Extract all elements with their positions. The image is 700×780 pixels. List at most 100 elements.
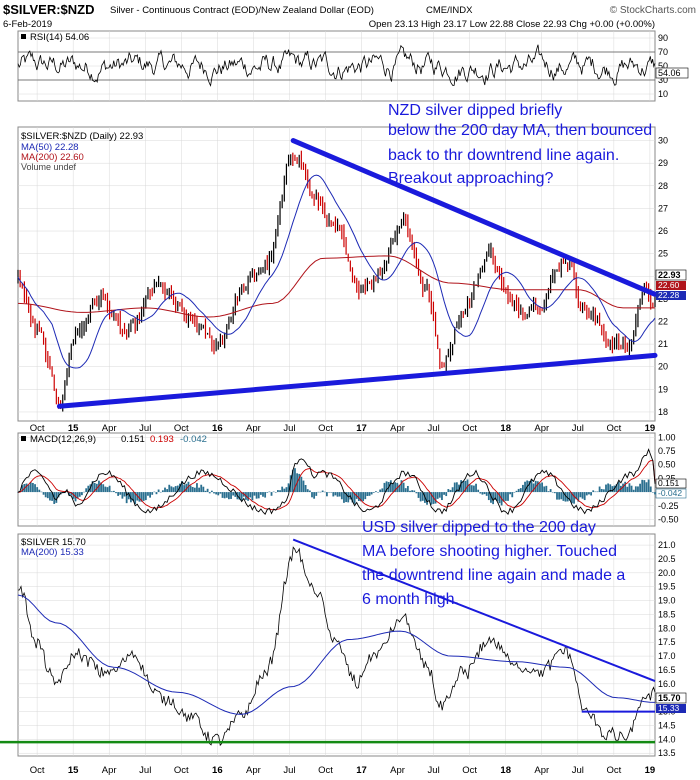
macd-histogram-bar (445, 492, 448, 497)
macd-histogram-bar (651, 492, 654, 493)
stockcharts-watermark: © StockCharts.com (610, 5, 696, 16)
macd-histogram-bar (547, 491, 550, 493)
usd-annotation: USD silver dipped to the 200 day MA befo… (362, 519, 625, 608)
nzd-annotation: NZD silver dipped briefly below the 200 … (388, 102, 652, 187)
macd-histogram-bar (605, 484, 607, 493)
macd-histogram-bar (93, 482, 96, 493)
macd-histogram-bar (470, 485, 473, 493)
macd-histogram-bar (473, 485, 475, 493)
macd-histogram-bar (447, 489, 450, 493)
y-tick-label: 16.0 (658, 679, 676, 689)
y-tick-label: 18.5 (658, 609, 676, 619)
macd-histogram-bar (415, 492, 418, 494)
macd-histogram-bar (517, 488, 520, 493)
macd-histogram-bar (217, 492, 220, 496)
nzd-legend-volume: Volume undef (21, 162, 77, 172)
macd-histogram-bar (460, 480, 463, 493)
macd-histogram-bar (458, 484, 460, 493)
macd-histogram-bar (76, 492, 79, 499)
rsi-value-label: 54.06 (658, 68, 681, 78)
x-tick-label: 17 (356, 765, 367, 776)
x-tick-label: Apr (246, 765, 261, 776)
x-tick-label: 15 (68, 765, 79, 776)
y-tick-label: 20.0 (658, 568, 676, 578)
x-tick-label: Oct (606, 423, 621, 434)
x-tick-label: 19 (645, 765, 656, 776)
macd-histogram-bar (134, 492, 137, 505)
macd-histogram-bar (196, 483, 198, 493)
macd-histogram-bar (164, 487, 166, 493)
macd-histogram-bar (483, 492, 486, 495)
macd-histogram-bar (357, 492, 360, 501)
x-tick-label: Oct (318, 423, 333, 434)
macd-histogram-bar (622, 483, 624, 493)
macd-histogram-bar (494, 492, 497, 500)
rsi-value-box (655, 67, 689, 79)
macd-histogram-bar (464, 480, 467, 493)
macd-histogram-bar (234, 492, 237, 497)
macd-histogram-bar (507, 492, 509, 501)
y-tick-label: 14.5 (658, 720, 676, 730)
x-tick-label: Jul (139, 765, 151, 776)
usd-x-axis: Oct 15 Apr Jul Oct 16 Apr Jul Oct 17 Apr Jul Oct 18 Ap… (30, 765, 655, 776)
macd-histogram-bar (300, 476, 303, 493)
usd-annotation-line-4: 6 month high. (362, 591, 459, 608)
macd-histogram-bar (206, 488, 209, 493)
x-tick-label: Oct (30, 423, 45, 434)
nzd-annotation-line-3: back to thr downtrend line again. (388, 147, 619, 164)
macd-histogram-bar (149, 492, 151, 498)
nzd-ma50-box (656, 291, 686, 300)
macd-histogram-bar (530, 479, 533, 493)
macd-histogram-bar (91, 481, 94, 493)
macd-histogram-bar (443, 492, 445, 495)
usd-ma200-box (656, 704, 686, 713)
macd-histogram-bar (253, 492, 256, 496)
nzd-uptrend-line (56, 352, 658, 409)
y-tick-label: 17.0 (658, 651, 676, 661)
usd-annotation-line-1: USD silver dipped to the 200 day (362, 519, 596, 536)
macd-histogram-bar (268, 491, 271, 493)
macd-histogram-bar (360, 492, 362, 502)
macd-histogram-bar (419, 492, 422, 502)
macd-value-box (655, 478, 687, 489)
macd-panel-frame (17, 432, 656, 527)
macd-histogram-bar (411, 490, 414, 493)
macd-histogram-bar (492, 492, 494, 505)
macd-histogram-bar (323, 491, 326, 493)
y-tick-label: 27 (658, 203, 668, 213)
macd-histogram-bar (170, 486, 173, 493)
macd-histogram-bar (313, 492, 316, 499)
macd-histogram-bar (400, 480, 403, 493)
macd-histogram-bar (628, 483, 631, 493)
macd-histogram-bar (528, 481, 531, 493)
macd-histogram-bar (513, 492, 516, 493)
x-tick-label: Oct (462, 765, 477, 776)
macd-histogram-bar (585, 492, 588, 496)
macd-histogram-bar (340, 492, 343, 500)
macd-histogram-bar (123, 492, 126, 497)
macd-histogram-bar (72, 492, 75, 499)
macd-histogram-bar (409, 490, 411, 493)
macd-histogram-bar (430, 492, 433, 505)
macd-histogram-bar (634, 486, 637, 493)
macd-histogram-bar (266, 492, 269, 493)
macd-histogram-bar (553, 492, 556, 494)
x-tick-label: Jul (139, 423, 151, 434)
macd-histogram-bar (32, 483, 34, 493)
x-tick-label: Oct (30, 765, 45, 776)
macd-histogram-bar (306, 489, 309, 493)
macd-histogram-bar (85, 488, 88, 493)
nzd-annotation-line-1: NZD silver dipped briefly (388, 102, 562, 119)
macd-panel: 1.00 0.75 0.50 0.25 -0.25 -0.50 MACD(12,26,9)… (17, 432, 687, 527)
x-tick-label: 17 (356, 423, 367, 434)
macd-legend-hist: -0.042 (180, 434, 207, 445)
macd-histogram-bar (417, 492, 420, 498)
x-tick-label: Apr (102, 423, 117, 434)
macd-histogram-bar (511, 492, 514, 498)
macd-histogram-bar (247, 492, 249, 501)
macd-histogram-bar (353, 492, 356, 504)
usd-close-label: 15.70 (658, 693, 681, 703)
macd-histogram-bar (274, 492, 277, 493)
macd-histogram-bar (255, 492, 258, 499)
